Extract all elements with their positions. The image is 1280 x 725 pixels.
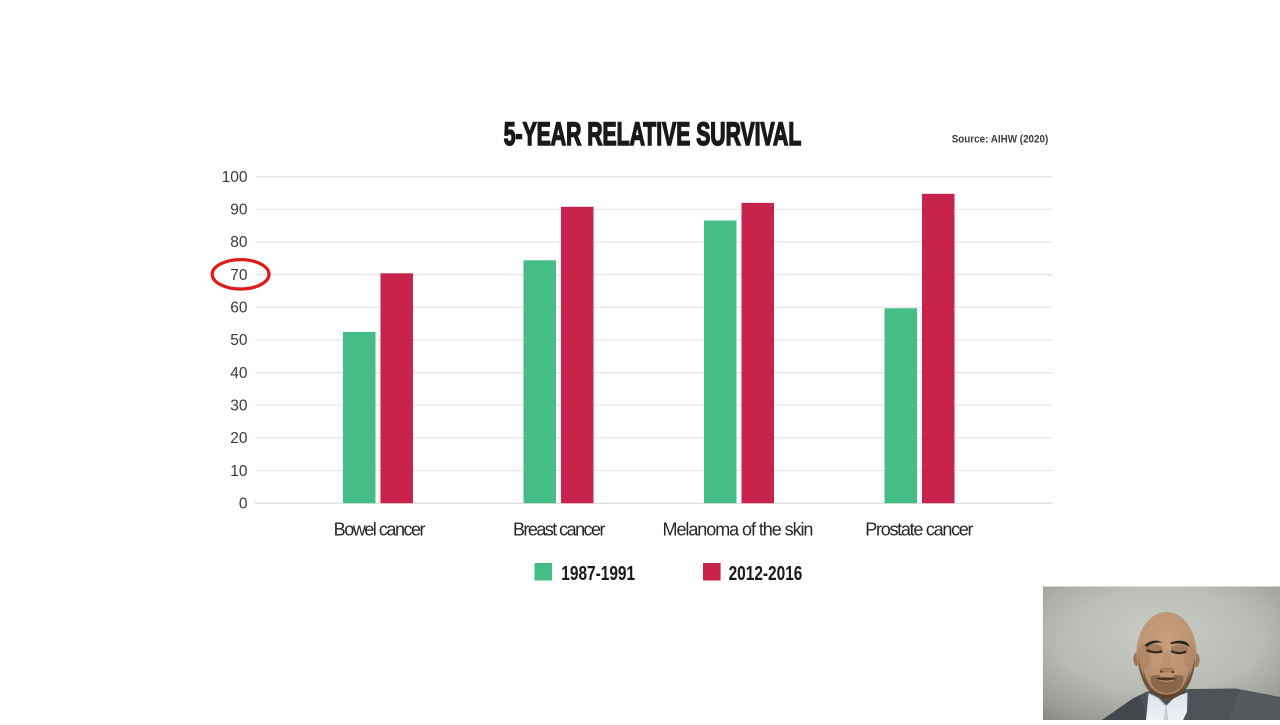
svg-text:20: 20: [230, 430, 248, 447]
svg-text:Breast cancer: Breast cancer: [513, 520, 606, 540]
svg-text:Bowel cancer: Bowel cancer: [334, 520, 426, 540]
svg-text:Source: AIHW (2020): Source: AIHW (2020): [952, 133, 1049, 145]
svg-text:60: 60: [230, 300, 248, 317]
svg-text:40: 40: [230, 365, 248, 382]
svg-text:10: 10: [230, 463, 248, 480]
svg-text:Melanoma of the skin: Melanoma of the skin: [663, 520, 814, 540]
svg-text:1987-1991: 1987-1991: [561, 563, 635, 585]
svg-text:80: 80: [230, 234, 248, 251]
svg-text:30: 30: [230, 398, 248, 415]
svg-text:0: 0: [239, 495, 248, 512]
svg-text:70: 70: [230, 267, 248, 284]
svg-text:100: 100: [222, 169, 248, 186]
svg-text:90: 90: [230, 202, 248, 219]
svg-text:Prostate cancer: Prostate cancer: [865, 520, 973, 540]
svg-text:5-YEAR RELATIVE SURVIVAL: 5-YEAR RELATIVE SURVIVAL: [504, 115, 802, 152]
svg-text:50: 50: [230, 332, 248, 349]
svg-text:2012-2016: 2012-2016: [729, 563, 803, 585]
